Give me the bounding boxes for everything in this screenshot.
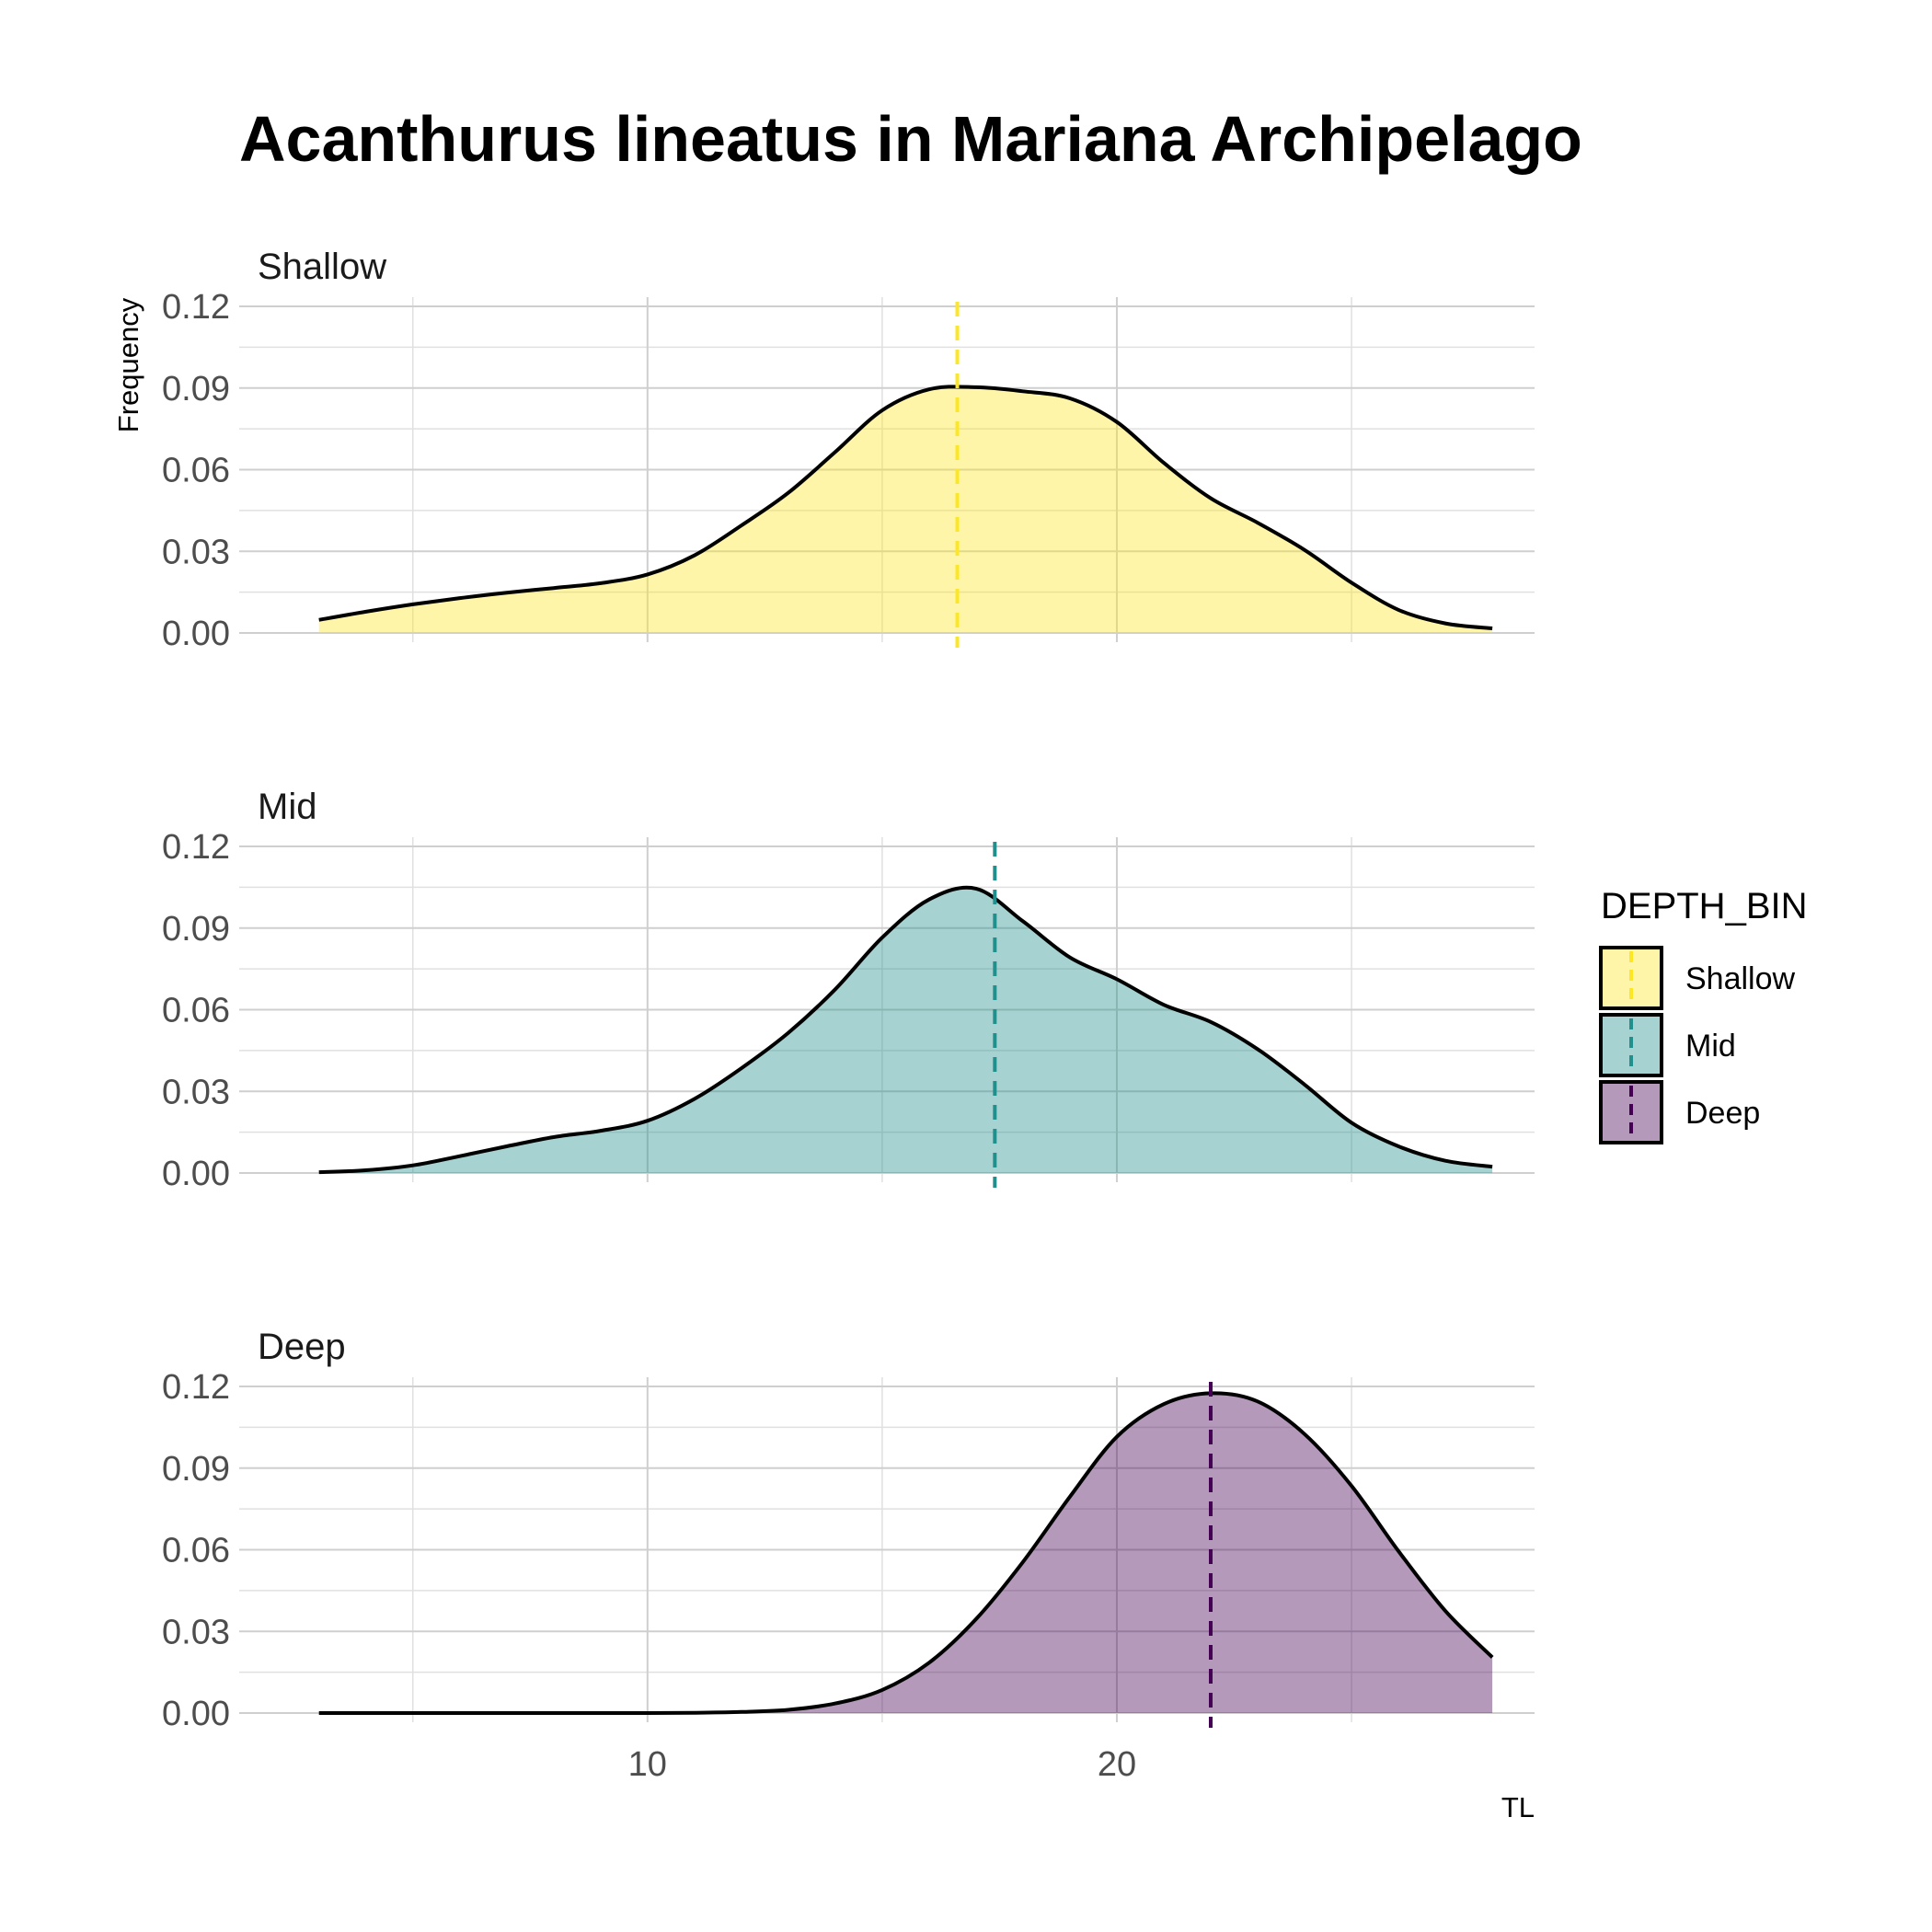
y-tick-label: 0.09 xyxy=(162,370,230,408)
y-tick-label: 0.06 xyxy=(162,1532,230,1570)
chart-title: Acanthurus lineatus in Mariana Archipela… xyxy=(239,103,1582,175)
density-area-mid xyxy=(318,887,1493,1173)
facet-panel-mid: Mid 0.00 0.03 0.06 0.09 0.12 xyxy=(162,787,1535,1193)
legend-label: Deep xyxy=(1685,1096,1760,1131)
y-tick-label: 0.12 xyxy=(162,1368,230,1407)
facet-panel-shallow: Shallow 0.00 0.03 0.06 0.09 0.12 xyxy=(162,247,1535,653)
legend-label: Shallow xyxy=(1685,961,1796,996)
facet-label-deep: Deep xyxy=(258,1327,346,1367)
legend-label: Mid xyxy=(1685,1029,1736,1064)
facet-label-mid: Mid xyxy=(258,787,316,827)
x-axis-label: TL xyxy=(1501,1791,1535,1823)
facet-panels: Shallow 0.00 0.03 0.06 0.09 0.12 Mid 0.00 0.03 0.… xyxy=(162,247,1535,1784)
legend-title: DEPTH_BIN xyxy=(1601,886,1808,926)
density-line-mid xyxy=(318,885,1493,1175)
legend-item-mid: Mid xyxy=(1599,1013,1736,1077)
y-tick-label: 0.00 xyxy=(162,1695,230,1733)
y-tick-label: 0.12 xyxy=(162,828,230,867)
y-tick-label: 0.03 xyxy=(162,1613,230,1651)
y-tick-label: 0.12 xyxy=(162,288,230,327)
density-area-deep xyxy=(318,1393,1493,1713)
y-tick-label: 0.00 xyxy=(162,615,230,653)
y-tick-label: 0.06 xyxy=(162,992,230,1030)
x-tick-label: 20 xyxy=(1098,1745,1136,1784)
facet-label-shallow: Shallow xyxy=(258,247,386,287)
legend: DEPTH_BIN Shallow Mid Deep xyxy=(1599,886,1808,1144)
y-tick-label: 0.03 xyxy=(162,533,230,571)
legend-keys: Shallow Mid Deep xyxy=(1599,946,1796,1144)
density-line-shallow xyxy=(318,385,1493,630)
facet-panel-deep: Deep 0.00 0.03 0.06 0.09 0.12 10 20 xyxy=(162,1327,1535,1784)
y-tick-label: 0.03 xyxy=(162,1073,230,1111)
x-tick-label: 10 xyxy=(628,1745,667,1784)
density-area-shallow xyxy=(318,386,1493,633)
legend-item-shallow: Shallow xyxy=(1599,946,1796,1010)
legend-item-deep: Deep xyxy=(1599,1080,1760,1144)
y-axis-label: Frequency xyxy=(112,297,144,432)
density-line-deep xyxy=(318,1391,1494,1715)
y-tick-label: 0.06 xyxy=(162,452,230,490)
y-tick-label: 0.00 xyxy=(162,1155,230,1193)
y-tick-label: 0.09 xyxy=(162,910,230,949)
y-tick-label: 0.09 xyxy=(162,1450,230,1489)
